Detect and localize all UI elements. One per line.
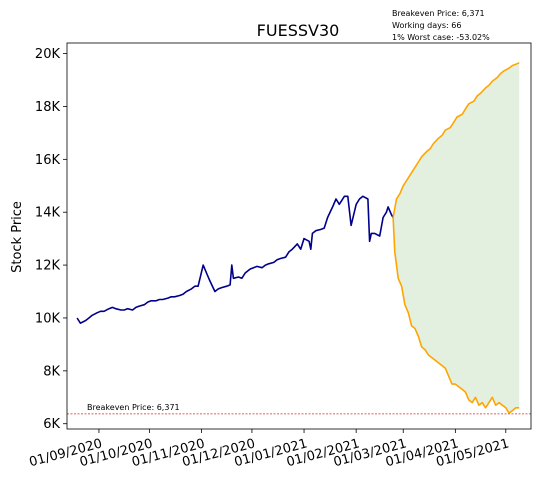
y-axis-label: Stock Price [10, 201, 25, 273]
history-series-line [76, 195, 394, 324]
info-line-working-days: Working days: 66 [392, 21, 461, 30]
forecast-upper-line [392, 62, 520, 218]
info-line-breakeven: Breakeven Price: 6,371 [392, 9, 485, 18]
y-axis: 6K 8K 10K 12K 14K 16K 18K 20K [35, 47, 67, 432]
plot-area [67, 62, 531, 415]
y-tick-label: 12K [35, 259, 61, 274]
forecast-range-band [393, 62, 520, 414]
y-tick-label: 18K [35, 100, 61, 115]
y-tick-label: 6K [43, 417, 60, 432]
info-line-worst-case: 1% Worst case: -53.02% [392, 33, 490, 42]
plot-frame [66, 42, 532, 430]
forecast-lower-line [392, 217, 520, 414]
chart-title: FUESSV30 [257, 21, 340, 40]
y-tick-label: 16K [35, 153, 61, 168]
y-tick-label: 10K [35, 311, 61, 326]
breakeven-label: Breakeven Price: 6,371 [87, 403, 180, 412]
y-tick-label: 14K [35, 206, 61, 221]
y-tick-label: 20K [35, 47, 61, 62]
y-tick-label: 8K [43, 364, 60, 379]
